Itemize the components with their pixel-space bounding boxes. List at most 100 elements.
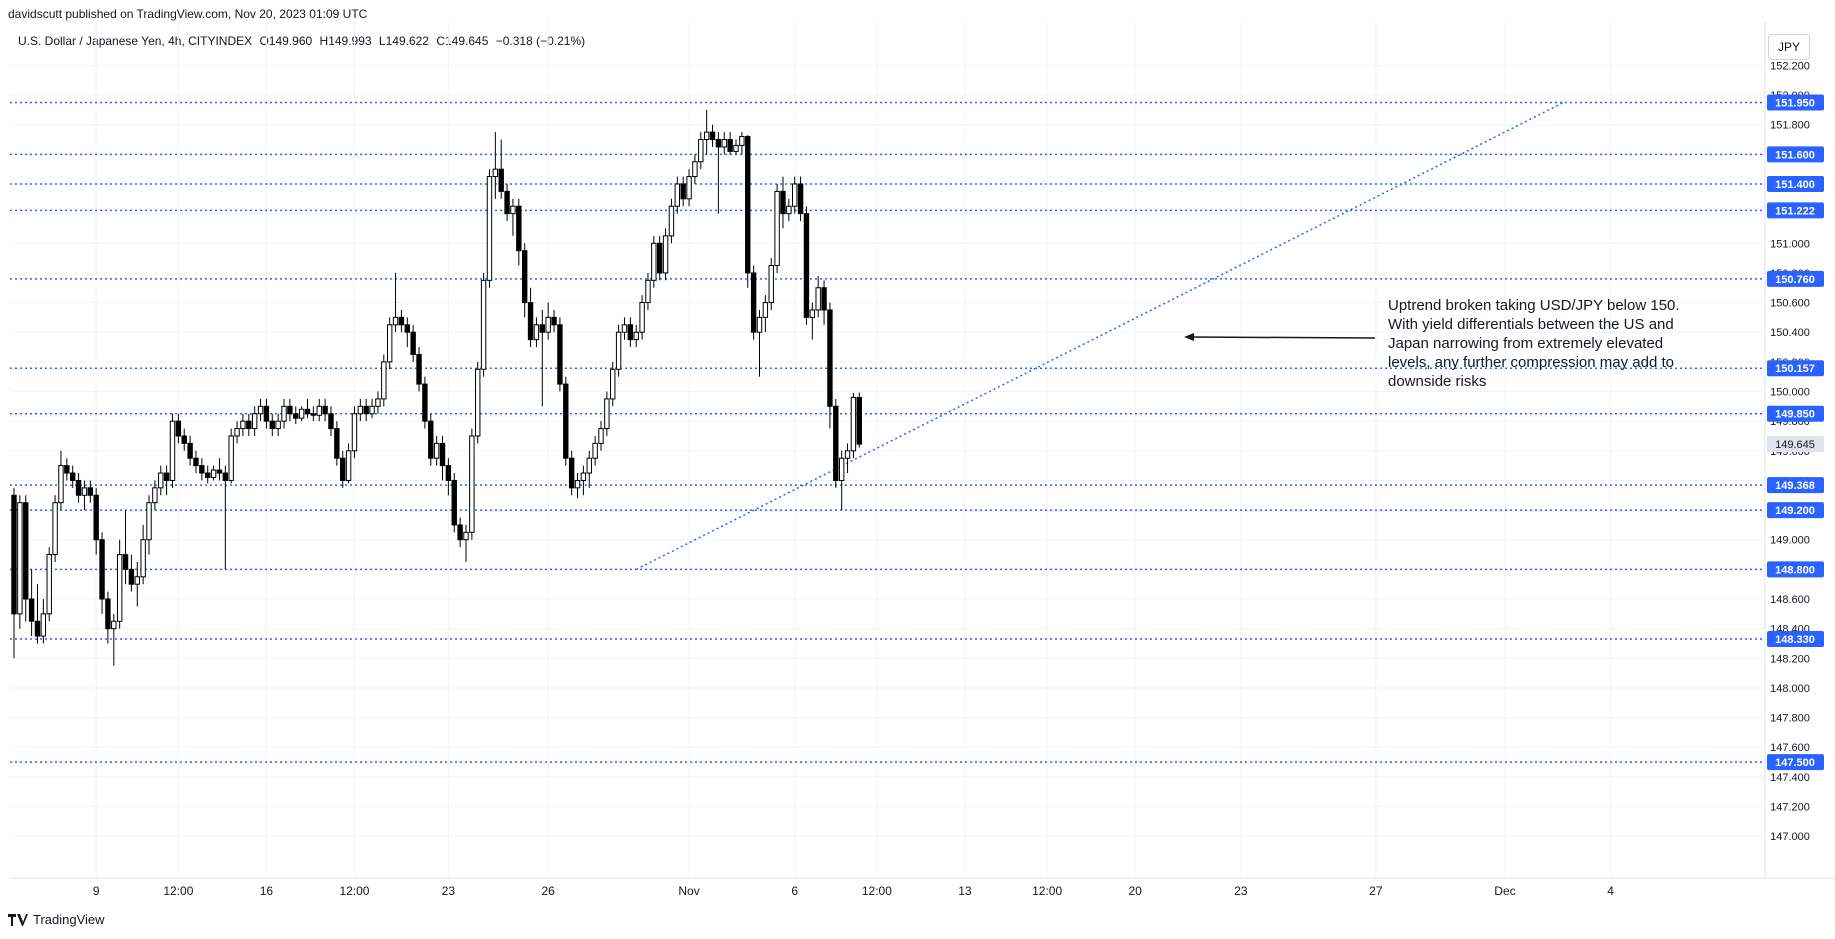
candle	[122, 510, 129, 585]
candle	[269, 413, 275, 436]
candle-body	[627, 324, 634, 341]
candle-body	[803, 213, 810, 318]
candle	[610, 361, 616, 407]
candle	[116, 539, 123, 629]
candle	[498, 139, 504, 199]
candle-body	[199, 465, 205, 474]
candle-body	[674, 183, 681, 207]
candle	[803, 206, 810, 325]
candle	[199, 458, 205, 481]
candle	[404, 317, 410, 348]
candle-body	[662, 235, 669, 274]
candle-body	[762, 302, 769, 318]
candle-body	[598, 428, 604, 444]
price-tick-label: 150.000	[1770, 387, 1810, 399]
candle-body	[210, 469, 217, 478]
candle	[187, 435, 193, 466]
candle	[410, 324, 416, 362]
candle	[797, 176, 804, 222]
candle-body	[99, 539, 105, 600]
candle-body	[733, 144, 739, 152]
candle-body	[633, 331, 639, 341]
candle	[93, 487, 99, 555]
candle-body	[516, 205, 522, 252]
candle-body	[193, 457, 199, 467]
candle-body	[668, 205, 675, 237]
price-tick-label: 147.400	[1770, 772, 1810, 784]
candle	[451, 473, 457, 533]
price-axis: 147.000 147.200 147.400 147.600 147.800 148.0…	[1767, 60, 1824, 843]
candle	[310, 406, 317, 422]
currency-button[interactable]: JPY	[1768, 34, 1810, 60]
candle-body	[422, 383, 428, 422]
candle-body	[275, 420, 281, 430]
symbol-legend: U.S. Dollar / Japanese Yen, 4h, CITYINDE…	[18, 34, 589, 48]
candle-body	[838, 457, 845, 481]
candle	[416, 347, 422, 392]
candle	[827, 302, 833, 429]
candle	[568, 450, 575, 496]
level-badge-label: 149.850	[1775, 409, 1815, 421]
candle	[298, 406, 305, 422]
candle-body	[727, 139, 733, 152]
candle-body	[703, 131, 710, 141]
candle	[721, 132, 727, 155]
candle	[792, 176, 798, 214]
candle	[521, 243, 528, 318]
candle	[40, 599, 47, 644]
candle-body	[439, 442, 446, 467]
candle	[574, 473, 581, 499]
candle	[351, 406, 358, 459]
price-tick-label: 150.400	[1770, 327, 1810, 339]
candle	[856, 392, 862, 448]
tradingview-brand[interactable]: TradingView	[8, 912, 105, 927]
candle	[87, 480, 94, 503]
candle-body	[357, 405, 364, 415]
candle	[662, 228, 669, 281]
candle-body	[404, 324, 410, 333]
candle-body	[768, 265, 774, 304]
price-tick-label: 148.000	[1770, 683, 1810, 695]
candle	[99, 532, 105, 614]
candle	[510, 198, 516, 236]
candle-body	[504, 190, 510, 215]
candle-body	[240, 420, 246, 430]
price-tick-label: 149.000	[1770, 535, 1810, 547]
candle-body	[140, 539, 146, 578]
candle-body	[23, 502, 29, 600]
candle	[293, 406, 299, 425]
candle-body	[463, 531, 469, 541]
symbol-name[interactable]: U.S. Dollar / Japanese Yen, 4h, CITYINDE…	[18, 34, 253, 48]
candle	[815, 275, 821, 318]
level-badge-label: 151.400	[1775, 179, 1815, 191]
candle-body	[128, 568, 135, 585]
candle-body	[492, 168, 499, 178]
candle	[750, 265, 757, 340]
candle	[134, 561, 140, 607]
candle-body	[621, 324, 628, 333]
candle-body	[93, 494, 99, 541]
candle	[357, 398, 364, 422]
candle	[152, 480, 158, 511]
price-tick-label: 151.800	[1770, 120, 1810, 132]
candle-body	[563, 383, 569, 459]
grid	[10, 22, 1835, 879]
candle	[586, 450, 592, 488]
candle-body	[251, 413, 258, 430]
candle-body	[856, 396, 862, 445]
candle-body	[615, 331, 622, 370]
candle-body	[480, 279, 487, 370]
candle	[64, 458, 70, 481]
candle	[163, 465, 170, 496]
candle	[486, 169, 493, 288]
candle	[175, 413, 182, 444]
candle	[392, 272, 399, 333]
candle	[146, 495, 152, 555]
candle	[739, 132, 745, 155]
candle	[363, 398, 369, 422]
candle	[70, 465, 76, 488]
candle	[692, 154, 698, 184]
level-badge	[1767, 477, 1824, 494]
candle	[428, 413, 434, 466]
